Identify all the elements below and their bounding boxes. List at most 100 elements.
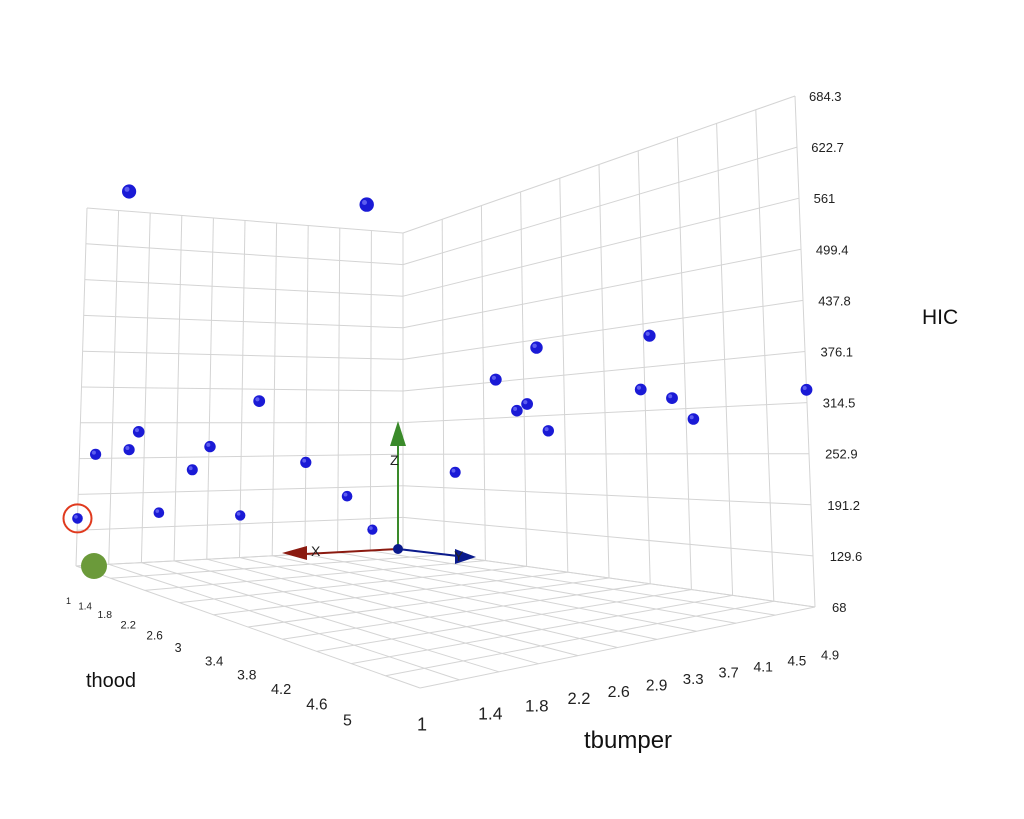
- grid-line: [716, 123, 734, 596]
- grid-line: [282, 583, 651, 640]
- gizmo-x-line: [304, 548, 399, 555]
- grid-line: [337, 551, 737, 624]
- data-point: [643, 329, 656, 342]
- grid-line: [369, 230, 372, 551]
- y-tick-label: 4.5: [788, 653, 807, 668]
- data-point: [687, 413, 700, 425]
- gizmo-x-arrow: [282, 546, 307, 560]
- z-tick-label: 376.1: [821, 345, 854, 360]
- data-point-highlight: [532, 343, 537, 348]
- grid-line: [402, 95, 796, 234]
- data-point-highlight: [302, 458, 307, 463]
- data-point-highlight: [236, 512, 241, 516]
- grid-line: [351, 594, 733, 665]
- grid: [75, 95, 816, 689]
- data-points: [62, 184, 813, 535]
- data-point-highlight: [206, 442, 211, 447]
- data-point-highlight: [645, 331, 650, 336]
- data-point: [521, 398, 533, 410]
- grid-line: [271, 222, 278, 556]
- grid-line: [755, 109, 775, 602]
- x-tick-label: 3: [175, 641, 182, 655]
- gizmo-origin: [393, 544, 403, 554]
- grid-line: [86, 207, 404, 234]
- data-point: [489, 373, 502, 386]
- grid-line: [82, 350, 404, 360]
- z-tick-label: 68: [832, 600, 846, 615]
- y-tick-label: 1: [417, 714, 427, 734]
- data-point-highlight: [124, 186, 130, 192]
- data-point: [542, 425, 554, 437]
- grid-line: [337, 227, 341, 553]
- data-point-highlight: [255, 397, 260, 402]
- data-point-highlight: [451, 468, 456, 473]
- selected-point-ring: [62, 503, 93, 534]
- y-tick-label: 1.4: [478, 704, 503, 724]
- x-tick-labels: 1 1.4 1.8 2.2 2.6 3 3.4 3.8 4.2 4.6 5: [66, 596, 352, 729]
- z-tick-label: 252.9: [825, 447, 858, 462]
- data-point-highlight: [802, 386, 807, 390]
- data-point: [800, 383, 813, 396]
- x-tick-label: 4.2: [271, 682, 291, 698]
- data-point: [132, 426, 145, 438]
- data-point: [666, 392, 678, 404]
- x-tick-label: 4.6: [306, 697, 327, 714]
- y-tick-label: 4.9: [821, 648, 839, 663]
- z-tick-label: 622.7: [811, 140, 844, 155]
- grid-line: [385, 600, 774, 677]
- y-tick-label: 3.7: [719, 666, 739, 682]
- grid-line: [83, 314, 404, 329]
- data-point-highlight: [689, 415, 694, 420]
- data-point-highlight: [135, 428, 139, 433]
- grid-line: [402, 299, 804, 360]
- grid-line: [419, 606, 816, 689]
- grid-line: [247, 577, 610, 628]
- z-tick-labels: 68 129.6 191.2 252.9 314.5 376.1 437.8 499.4 561…: [809, 89, 862, 615]
- grid-line: [402, 548, 816, 608]
- data-point: [634, 383, 647, 396]
- origin-marker: [81, 553, 107, 579]
- grid-line: [402, 248, 802, 329]
- y-tick-label: 3.3: [683, 671, 704, 688]
- grid-line: [402, 197, 800, 297]
- data-point: [359, 197, 374, 212]
- y-axis-title: tbumper: [584, 727, 672, 754]
- z-tick-label: 129.6: [830, 549, 863, 564]
- grid-line: [239, 220, 246, 558]
- x-tick-label: 2.2: [121, 619, 136, 631]
- data-point: [90, 448, 102, 460]
- z-tick-label: 437.8: [818, 293, 851, 308]
- data-point: [367, 524, 378, 535]
- data-point-highlight: [188, 466, 193, 471]
- x-tick-label: 5: [343, 713, 352, 730]
- gizmo-x-label: X: [311, 543, 321, 559]
- data-point-highlight: [544, 427, 549, 432]
- data-point: [341, 490, 353, 502]
- data-point-highlight: [369, 526, 373, 530]
- y-tick-label: 2.2: [568, 690, 591, 708]
- data-point: [449, 466, 461, 478]
- data-point: [300, 456, 312, 468]
- data-point: [123, 444, 135, 456]
- y-tick-label: 2.6: [608, 684, 630, 701]
- x-tick-label: 1: [66, 596, 71, 606]
- grid-line: [304, 553, 697, 632]
- axis-gizmo: Z X Y: [282, 421, 476, 564]
- data-point: [122, 184, 137, 199]
- data-point: [530, 341, 543, 354]
- z-tick-label: 561: [814, 191, 836, 206]
- data-point-highlight: [491, 375, 496, 380]
- x-tick-label: 3.8: [237, 666, 257, 682]
- z-tick-label: 191.2: [827, 498, 860, 513]
- grid-line: [272, 555, 658, 640]
- data-point: [204, 440, 216, 453]
- y-tick-label: 4.1: [753, 658, 773, 674]
- data-point: [186, 464, 198, 476]
- x-tick-label: 1.8: [98, 610, 113, 621]
- data-point-highlight: [155, 509, 160, 513]
- grid-line: [598, 164, 610, 579]
- data-point-highlight: [362, 200, 367, 205]
- data-point: [235, 510, 246, 521]
- grid-line: [304, 225, 309, 555]
